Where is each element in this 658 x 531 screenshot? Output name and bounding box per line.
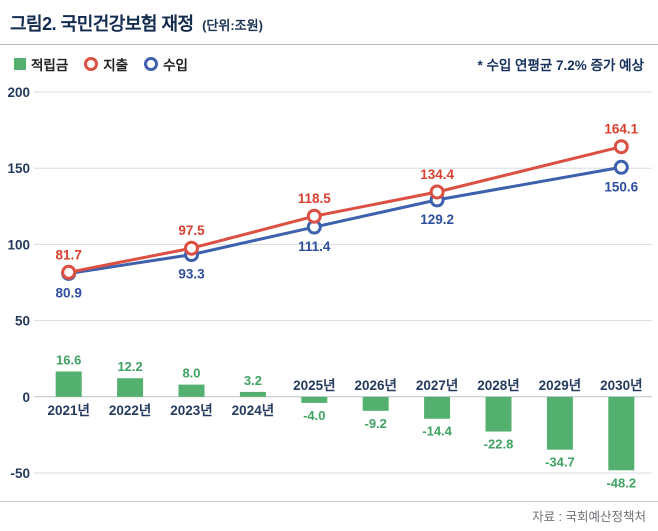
bar-2023년 [178, 384, 205, 397]
x-axis-label: 2026년 [354, 378, 396, 393]
bar-value-label: -22.8 [484, 437, 514, 452]
bar-value-label: -9.2 [364, 416, 386, 431]
line-value-label: 134.4 [420, 167, 454, 182]
bar-value-label: -34.7 [545, 455, 575, 470]
finance-chart: 200 150 100 50 0 -50 16.6 2021년 12.2 2022년 8.0 2023… [7, 85, 652, 490]
bar-2021년 [55, 371, 82, 397]
legend: 적립금 지출 수입 [14, 54, 188, 74]
reserve-square-icon [14, 58, 26, 70]
line-value-label: 129.2 [420, 212, 454, 227]
bar-2027년 [424, 396, 451, 419]
x-axis-label: 2028년 [477, 378, 519, 393]
y-tick-label: 200 [7, 85, 30, 100]
line-지출 [68, 145, 622, 274]
legend-row: 적립금 지출 수입 * 수입 연평균 7.2% 증가 예상 [0, 45, 658, 76]
line-value-label: 164.1 [604, 122, 638, 137]
line-value-label: 118.5 [298, 191, 332, 206]
bar-2024년 [239, 391, 266, 397]
source-credit: 자료 : 국회예산정책처 [532, 510, 646, 524]
x-axis-label: 2022년 [109, 403, 151, 418]
legend-label-expenditure: 지출 [103, 58, 129, 73]
chart-header: 그림2. 국민건강보험 재정 (단위:조원) [0, 0, 658, 36]
bar-2029년 [546, 396, 573, 450]
bottom-divider [0, 501, 658, 502]
annotation-note: * 수입 연평균 7.2% 증가 예상 [477, 58, 644, 73]
y-tick-label: -50 [10, 466, 30, 481]
line-수입 [68, 165, 622, 275]
bar-value-label: 16.6 [56, 353, 81, 368]
legend-item-reserve: 적립금 [14, 54, 68, 74]
x-axis-label: 2027년 [416, 378, 458, 393]
line-value-label: 93.3 [178, 267, 205, 282]
bar-value-label: 3.2 [244, 373, 262, 388]
marker-지출-2025년 [306, 208, 322, 224]
line-value-label: 80.9 [56, 286, 82, 301]
marker-지출-2027년 [429, 184, 445, 200]
line-value-label: 97.5 [178, 223, 205, 238]
chart-title: 그림2. 국민건강보험 재정 [10, 14, 194, 34]
bar-2025년 [301, 396, 328, 403]
expenditure-ring-icon [84, 57, 99, 71]
top-divider [0, 44, 658, 45]
bar-value-label: 12.2 [117, 359, 142, 374]
y-tick-label: 50 [15, 314, 30, 329]
footer: 자료 : 국회예산정책처 [0, 501, 658, 525]
bar-value-label: 8.0 [182, 366, 200, 381]
x-axis-label: 2029년 [539, 378, 581, 393]
legend-label-income: 수입 [163, 58, 188, 73]
chart-unit-label: (단위:조원) [202, 18, 263, 33]
y-tick-label: 0 [22, 390, 30, 405]
bar-value-label: -4.0 [303, 408, 325, 423]
bar-2028년 [485, 396, 512, 432]
bar-2026년 [362, 396, 389, 411]
income-ring-icon [144, 57, 159, 71]
x-axis-label: 2021년 [47, 403, 89, 418]
legend-item-income: 수입 [144, 54, 188, 74]
x-axis-label: 2023년 [170, 403, 212, 418]
x-axis-label: 2024년 [232, 403, 274, 418]
y-tick-label: 100 [7, 237, 30, 252]
x-axis-label: 2030년 [600, 378, 642, 393]
marker-지출-2023년 [184, 240, 199, 256]
line-value-label: 150.6 [604, 179, 638, 194]
marker-수입-2030년 [613, 159, 629, 175]
legend-label-reserve: 적립금 [31, 58, 69, 73]
marker-지출-2030년 [613, 139, 629, 155]
legend-item-expenditure: 지출 [84, 54, 128, 74]
line-value-label: 81.7 [56, 247, 82, 262]
line-value-label: 111.4 [298, 239, 331, 254]
y-tick-label: 150 [7, 161, 30, 176]
x-axis-label: 2025년 [293, 378, 335, 393]
marker-지출-2021년 [61, 264, 77, 280]
bar-value-label: -48.2 [606, 475, 636, 490]
bar-2030년 [608, 396, 635, 471]
bar-value-label: -14.4 [422, 424, 452, 439]
bar-2022년 [117, 378, 144, 397]
